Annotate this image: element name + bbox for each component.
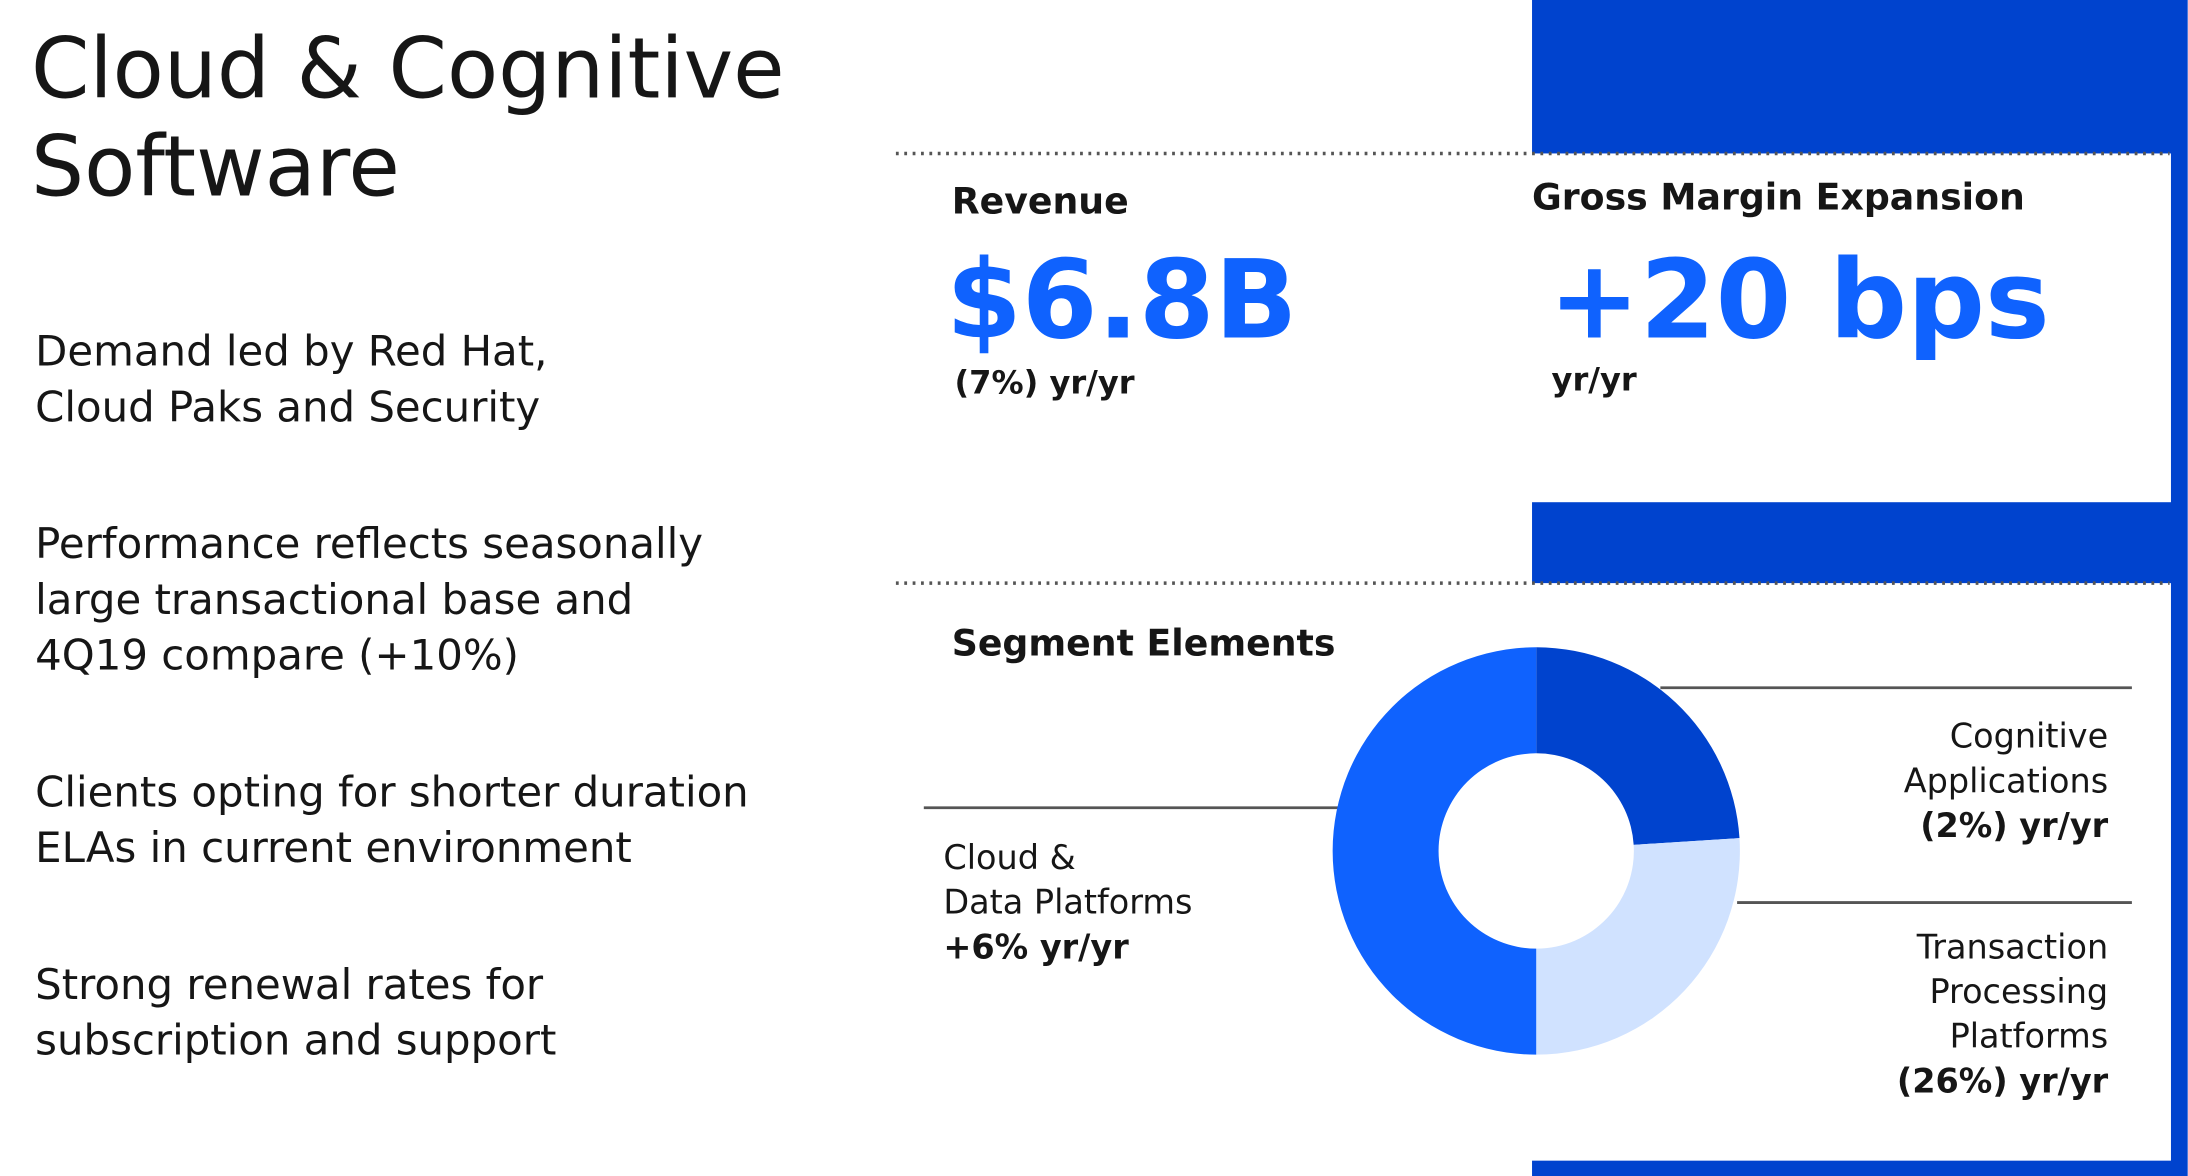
title: Cloud & Cognitive — [31, 20, 785, 118]
metric-label: Gross Margin Expansion — [1532, 175, 2025, 218]
bullet-text: ELAs in current environment — [35, 823, 632, 872]
segment-title: Segment Elements — [952, 622, 1336, 665]
metric-value: +20 bps — [1549, 237, 2050, 364]
donut-slice — [1536, 838, 1740, 1055]
bullet-text: 4Q19 compare (+10%) — [35, 631, 519, 680]
bullet-text: Cloud Paks and Security — [35, 382, 540, 431]
segment-label: Cognitive — [1950, 717, 2108, 756]
donut-slice — [1332, 647, 1537, 1055]
bullet-text: large transactional base and — [35, 575, 633, 624]
title: Software — [31, 117, 400, 215]
segment-label: Platforms — [1950, 1017, 2109, 1056]
segment-change: +6% yr/yr — [943, 927, 1129, 966]
segment-label: Data Platforms — [943, 883, 1192, 922]
segment-label: Cloud & — [943, 838, 1075, 877]
donut-slice — [1536, 647, 1740, 845]
segment-change: (2%) yr/yr — [1920, 806, 2108, 845]
segment-label: Applications — [1904, 761, 2108, 800]
bullet-text: Strong renewal rates for — [35, 960, 544, 1009]
segment-label: Transaction — [1916, 927, 2108, 966]
metric-value: $6.8B — [946, 237, 1297, 364]
segment-label: Processing — [1929, 972, 2108, 1011]
segment-change: (26%) yr/yr — [1897, 1061, 2109, 1100]
bullet-text: Performance reflects seasonally — [35, 519, 703, 568]
metric-label: Revenue — [952, 179, 1129, 222]
metric-change: (7%) yr/yr — [954, 363, 1134, 401]
bullet-text: Demand led by Red Hat, — [35, 326, 547, 375]
bullet-text: Clients opting for shorter duration — [35, 767, 749, 816]
bullet-text: subscription and support — [35, 1016, 556, 1065]
metrics-card — [893, 153, 2171, 503]
metric-change: yr/yr — [1552, 361, 1637, 399]
